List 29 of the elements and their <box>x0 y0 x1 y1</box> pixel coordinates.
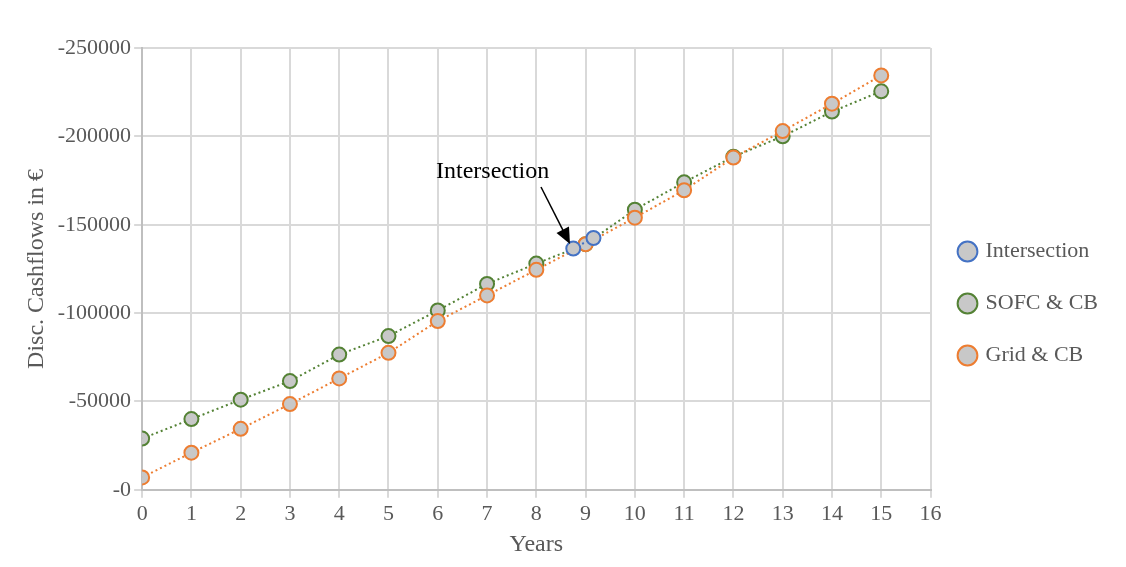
x-tick-label: 4 <box>333 499 345 525</box>
x-tick-label: 2 <box>235 499 247 525</box>
x-axis-title: Years <box>509 529 564 556</box>
x-tick-label: 15 <box>870 499 893 525</box>
y-tick-label: -50000 <box>68 387 132 413</box>
y-axis-title: Disc. Cashflows in € <box>21 168 48 369</box>
x-tick-label: 0 <box>136 499 148 525</box>
x-tick-label: 13 <box>771 499 794 525</box>
x-tick-label: 9 <box>580 499 592 525</box>
x-tick-label: 8 <box>530 499 542 525</box>
x-tick-label: 10 <box>623 499 646 525</box>
y-tick-label: -150000 <box>57 210 132 236</box>
y-tick-label: -200000 <box>57 122 132 148</box>
legend-label: Grid & CB <box>985 341 1084 367</box>
x-tick-label: 12 <box>722 499 745 525</box>
x-tick-label: 1 <box>185 499 197 525</box>
y-tick-label: -100000 <box>57 298 132 324</box>
x-tick-label: 3 <box>284 499 296 525</box>
x-tick-label: 6 <box>432 499 444 525</box>
y-tick-label: -0 <box>112 475 132 501</box>
x-tick-label: 14 <box>820 499 843 525</box>
x-tick-label: 7 <box>481 499 493 525</box>
x-tick-label: 5 <box>383 499 394 525</box>
x-tick-label: 16 <box>919 499 942 525</box>
x-tick-label: 11 <box>673 499 695 525</box>
y-tick-label: -250000 <box>57 33 132 59</box>
legend-label: Intersection <box>985 237 1090 263</box>
annotation: Intersection <box>435 156 550 183</box>
legend-label: SOFC & CB <box>985 289 1099 315</box>
